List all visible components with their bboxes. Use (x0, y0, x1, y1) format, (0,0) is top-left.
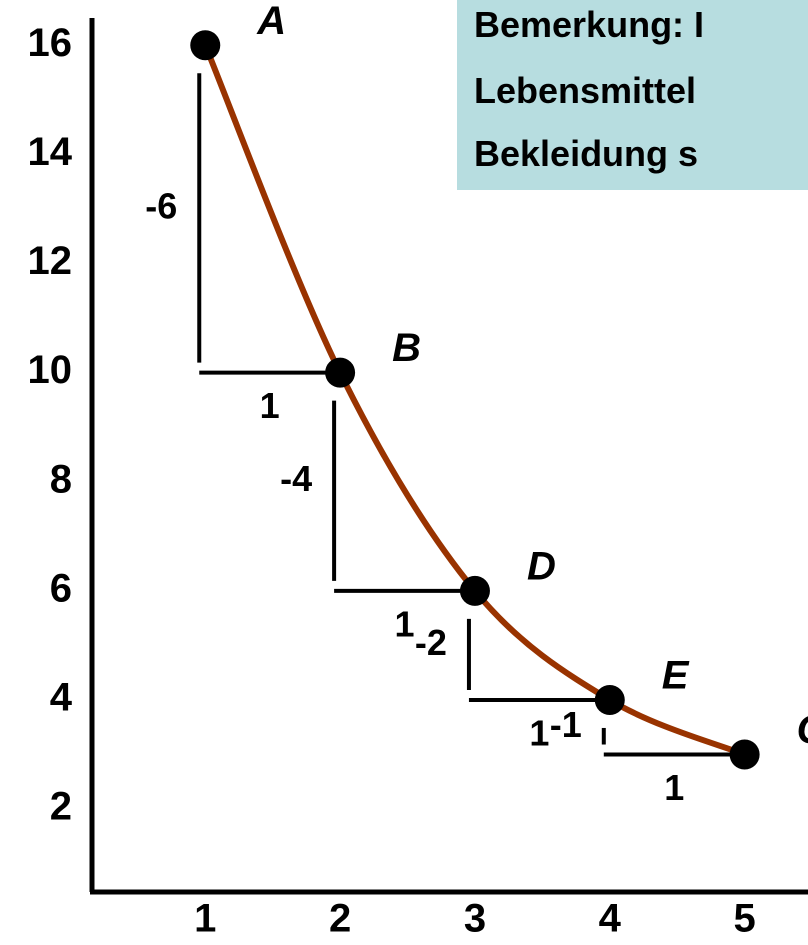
step-run-label: 1 (260, 385, 280, 426)
point (594, 684, 625, 715)
step-run-label: 1 (395, 603, 415, 644)
point-label: A (256, 0, 286, 43)
y-tick-label: 4 (50, 676, 73, 720)
y-tick-label: 14 (28, 130, 73, 174)
x-tick-label: 1 (194, 897, 216, 941)
point (459, 575, 490, 606)
x-tick-label: 3 (464, 897, 486, 941)
y-tick-label: 2 (50, 785, 72, 829)
y-tick-label: 6 (50, 566, 72, 610)
point (729, 739, 760, 770)
x-tick-label: 2 (329, 897, 351, 941)
note-line: Bekleidung s (474, 133, 698, 174)
point (190, 30, 221, 61)
note-line: Lebensmittel (474, 70, 696, 111)
step-rise-label: -6 (145, 185, 177, 226)
step-run-label: 1 (664, 767, 684, 808)
point-label: D (527, 544, 556, 588)
point-label: B (392, 326, 421, 370)
step-rise-label: -4 (280, 458, 312, 499)
curve (202, 44, 746, 758)
y-tick-label: 8 (50, 457, 72, 501)
y-tick-label: 12 (28, 239, 73, 283)
point-label: G (797, 708, 808, 752)
note-box (457, 0, 808, 190)
y-tick-label: 10 (28, 348, 73, 392)
point-label: E (662, 654, 690, 698)
point (325, 357, 356, 388)
x-tick-label: 5 (734, 897, 756, 941)
step-rise-label: -2 (415, 622, 447, 663)
x-tick-label: 4 (599, 897, 622, 941)
step-run-label: 1 (529, 712, 549, 753)
step-rise-label: -1 (550, 704, 582, 745)
y-tick-label: 16 (28, 21, 73, 65)
note-line: Bemerkung: I (474, 4, 704, 45)
